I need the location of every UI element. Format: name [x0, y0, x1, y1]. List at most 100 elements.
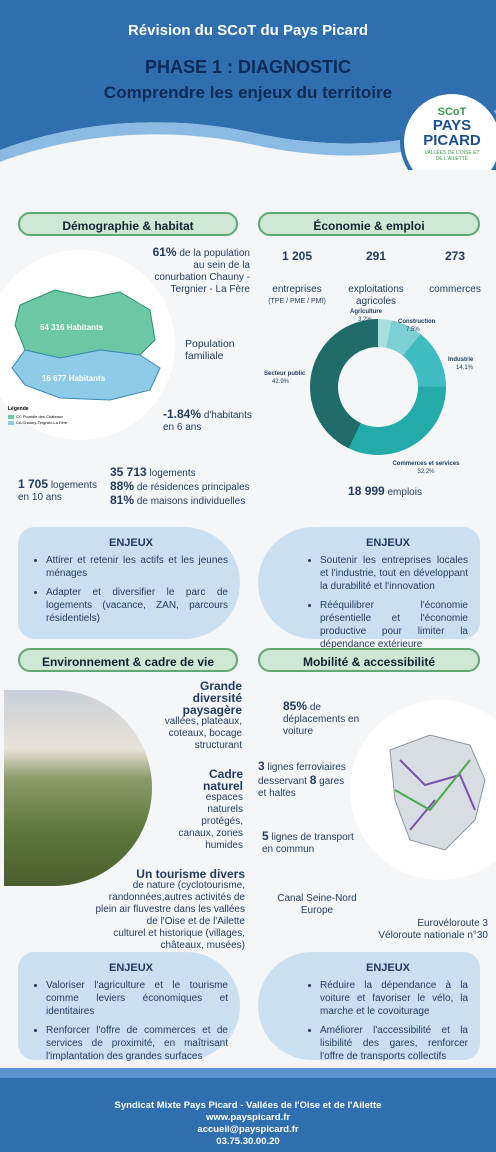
- stat: 5 lignes de transport en commun: [262, 830, 357, 856]
- segment-value: 14.1%: [456, 365, 474, 371]
- legend-item: CA Chauny-Tergnier-La Fère: [16, 420, 68, 425]
- stat-value: 5: [262, 829, 269, 843]
- footer-email: accueil@payspicard.fr: [0, 1124, 496, 1136]
- enjeux-title: ENJEUX: [34, 537, 228, 550]
- page: SCoT Pays Picard { "header": {"title": "…: [0, 0, 496, 1152]
- env-text: de nature (cyclotourisme, randonnées,aut…: [95, 880, 245, 928]
- canal: Canal Seine-Nord Europe: [272, 893, 362, 917]
- stat-list: 35 713 logements 88% de résidences princ…: [110, 466, 250, 508]
- logo-picard: PICARD: [410, 133, 494, 148]
- footer-phone: 03.75.30.00.20: [0, 1136, 496, 1148]
- legend-item: CC Picardie des Châteaux: [16, 414, 63, 419]
- stat-value: 8: [310, 773, 317, 787]
- env-text: espaces naturels protégés, canaux, zones…: [168, 792, 243, 852]
- enjeux-item: Renforcer l'offre de commerces et de ser…: [46, 1024, 228, 1063]
- donut-segment: [349, 386, 446, 455]
- header-subtitle: Comprendre les enjeux du territoire: [0, 83, 496, 103]
- stat: 35 713 logements: [110, 466, 250, 480]
- stat: 273 commerces: [420, 250, 490, 296]
- section-heading: Économie & emploi: [258, 212, 480, 236]
- enjeux-title: ENJEUX: [34, 962, 228, 975]
- map-label: 54 316 Habitants: [40, 323, 104, 332]
- logo: SCoT PAYS PICARD VALLÉES DE L'OISE ET DE…: [410, 106, 494, 162]
- segment-label: Industrie: [448, 357, 474, 363]
- enjeux-item: Valoriser l'agriculture et le tourisme c…: [46, 979, 228, 1018]
- landscape-photo: [4, 690, 152, 886]
- stat-text: logements: [149, 468, 195, 479]
- enjeux-title: ENJEUX: [308, 962, 468, 975]
- env-title: Un tourisme divers: [95, 868, 245, 880]
- stat-text: lignes de transport en commun: [262, 832, 354, 855]
- stat: 85% de déplacements en voiture: [283, 700, 373, 738]
- footer-web: www.payspicard.fr: [0, 1112, 496, 1124]
- stat: 1 705 logements en 10 ans: [18, 478, 108, 504]
- stat-value: 88%: [110, 479, 134, 493]
- stat-text: commerces: [420, 284, 490, 296]
- segment-label: Agriculture: [350, 309, 383, 315]
- legend-swatch: [8, 421, 14, 425]
- enjeux-box: ENJEUX Valoriser l'agriculture et le tou…: [18, 952, 240, 1060]
- footer-org: Syndicat Mixte Pays Picard - Vallées de …: [0, 1100, 496, 1112]
- segment-label: Secteur public: [264, 371, 306, 377]
- section-heading: Environnement & cadre de vie: [18, 648, 238, 672]
- stat: 18 999 emplois: [330, 485, 440, 499]
- phase-title: PHASE 1 : DIAGNOSTIC: [0, 57, 496, 78]
- segment-label: Construction: [398, 319, 436, 325]
- stat: 3 lignes ferroviaires desservant 8 gares…: [258, 760, 353, 800]
- velo: Eurovéloroute 3Véloroute nationale n°30: [370, 918, 488, 942]
- env-text: culturel et historique (villages, châtea…: [95, 928, 245, 952]
- legend-title: Légende: [8, 406, 29, 412]
- enjeux-item: Réduire la dépendance à la voiture et fa…: [320, 979, 468, 1018]
- stat: 88% de résidences principales: [110, 480, 250, 494]
- velo-route: Eurovéloroute 3: [370, 918, 488, 930]
- stat-value: 1 705: [18, 477, 48, 491]
- stat-text: de résidences principales: [137, 482, 250, 493]
- stat-text: de maisons individuelles: [137, 496, 245, 507]
- segment-value: 7.5%: [406, 327, 420, 333]
- footer: Syndicat Mixte Pays Picard - Vallées de …: [0, 1068, 496, 1152]
- section-heading: Démographie & habitat: [18, 212, 238, 236]
- stat: -1.84% d'habitants en 6 ans: [163, 408, 253, 434]
- stat-text: Population familiale: [185, 338, 243, 362]
- stat-value: 18 999: [348, 484, 385, 498]
- enjeux-item: Rééquilibrer l'économie présentielle et …: [320, 599, 468, 651]
- stat-value: 3: [258, 759, 265, 773]
- stat-value: 85%: [283, 699, 307, 713]
- stat-text: entreprises: [262, 284, 332, 296]
- employment-donut: Agriculture3.2%Construction7.5%Industrie…: [258, 305, 496, 480]
- enjeux-item: Améliorer l'accessibilité et la lisibili…: [320, 1024, 468, 1063]
- section-heading: Mobilité & accessibilité: [258, 648, 480, 672]
- stat-value: 273: [420, 250, 490, 262]
- stat-text: emplois: [388, 487, 422, 498]
- stat-value: 1 205: [262, 250, 332, 262]
- stat: 81% de maisons individuelles: [110, 494, 250, 508]
- env-title: Cadre naturel: [168, 768, 243, 792]
- stat-value: 291: [340, 250, 412, 262]
- segment-value: 32.2%: [417, 469, 435, 475]
- segment-value: 42.9%: [272, 379, 290, 385]
- logo-tagline: VALLÉES DE L'OISE ET DE L'AILETTE: [422, 150, 482, 162]
- segment-label: Commerces et services: [392, 461, 460, 467]
- footer-stripe: [0, 1068, 496, 1078]
- enjeux-list: Valoriser l'agriculture et le tourisme c…: [34, 979, 228, 1063]
- enjeux-list: Soutenir les entreprises locales et l'in…: [308, 554, 468, 651]
- logo-pays: PAYS: [410, 118, 494, 133]
- stat-value: -1.84%: [163, 407, 201, 421]
- enjeux-list: Réduire la dépendance à la voiture et fa…: [308, 979, 468, 1063]
- stat-value: 81%: [110, 493, 134, 507]
- env-block: Grande diversité paysagèrevallées, plate…: [150, 680, 242, 752]
- infographic: Révision du SCoT du Pays Picard PHASE 1 …: [0, 0, 496, 1152]
- header-title: Révision du SCoT du Pays Picard: [0, 22, 496, 39]
- enjeux-box: ENJEUX Soutenir les entreprises locales …: [258, 527, 480, 639]
- stat-value: 35 713: [110, 465, 147, 479]
- map-label: 16 677 Habitants: [42, 374, 106, 383]
- legend-swatch: [8, 415, 14, 419]
- env-title: Grande diversité paysagère: [150, 680, 242, 716]
- enjeux-item: Adapter et diversifier le parc de logeme…: [46, 586, 228, 625]
- enjeux-box: ENJEUX Attirer et retenir les actifs et …: [18, 527, 240, 639]
- env-text: vallées, plateaux, coteaux, bocage struc…: [150, 716, 242, 752]
